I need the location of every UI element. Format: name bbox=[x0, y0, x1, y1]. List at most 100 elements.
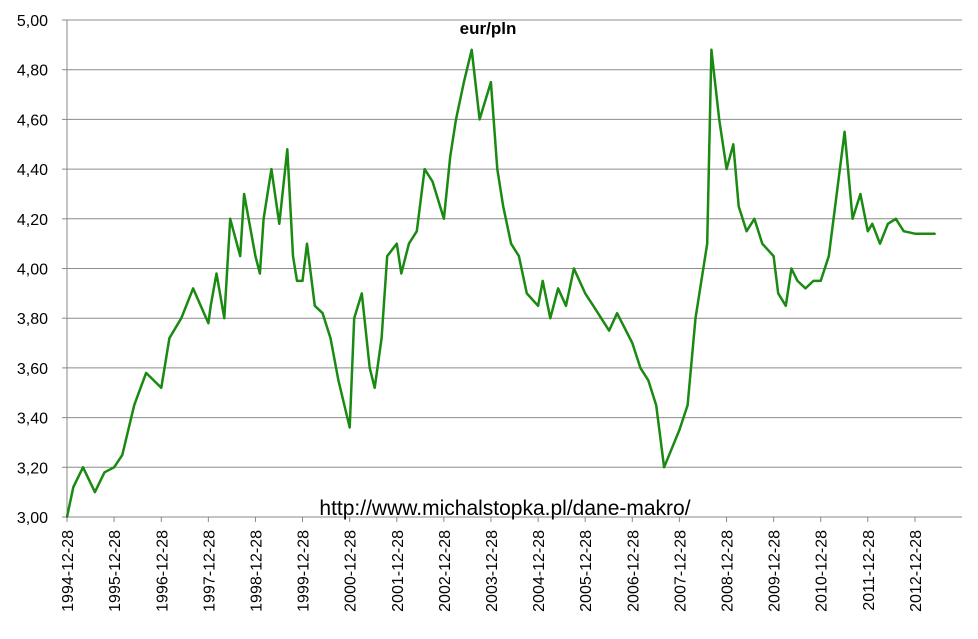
data-point bbox=[879, 242, 881, 245]
data-point bbox=[168, 337, 171, 340]
data-point bbox=[373, 386, 376, 389]
x-tick-label: 2010-12-28 bbox=[814, 530, 831, 612]
data-point bbox=[353, 317, 356, 320]
data-point bbox=[866, 230, 869, 233]
data-point bbox=[718, 118, 721, 121]
data-point bbox=[223, 317, 226, 320]
data-point bbox=[902, 230, 905, 233]
x-tick-label: 2006-12-28 bbox=[625, 530, 642, 612]
data-point bbox=[725, 168, 728, 171]
data-point bbox=[886, 222, 889, 225]
x-tick-label: 2000-12-28 bbox=[343, 530, 360, 612]
y-tick-label: 3,60 bbox=[17, 361, 48, 378]
y-tick-label: 3,80 bbox=[17, 311, 48, 328]
data-point bbox=[565, 304, 567, 307]
data-point bbox=[663, 466, 666, 469]
data-point bbox=[160, 386, 163, 389]
x-tick-label: 1995-12-28 bbox=[107, 530, 124, 612]
data-point bbox=[348, 426, 351, 429]
data-point bbox=[584, 292, 587, 295]
data-point bbox=[209, 304, 212, 307]
data-point bbox=[395, 242, 398, 245]
data-point bbox=[103, 471, 106, 474]
gridlines bbox=[67, 19, 962, 468]
data-point bbox=[686, 404, 689, 407]
x-tick-label: 2011-12-28 bbox=[861, 530, 878, 611]
source-annotation: http://www.michalstopka.pl/dane-makro/ bbox=[319, 497, 690, 520]
data-point bbox=[639, 366, 642, 369]
data-point bbox=[407, 242, 410, 245]
data-point bbox=[753, 217, 756, 220]
data-point bbox=[496, 168, 499, 171]
data-point bbox=[239, 255, 242, 258]
data-point bbox=[827, 255, 830, 258]
data-point bbox=[360, 292, 363, 295]
data-point bbox=[321, 312, 324, 315]
data-point bbox=[541, 279, 544, 282]
data-point bbox=[655, 404, 658, 407]
data-point bbox=[380, 337, 383, 340]
data-point bbox=[229, 217, 232, 220]
data-point bbox=[918, 232, 921, 235]
y-axis-ticks: 3,00 3,20 3,40 3,60 3,80 4,00 4,20 4,40 4,60 4,80… bbox=[17, 13, 67, 527]
data-point bbox=[608, 329, 611, 332]
data-point bbox=[313, 304, 316, 307]
data-point bbox=[934, 232, 936, 235]
data-point bbox=[180, 317, 183, 320]
data-point bbox=[254, 255, 257, 258]
data-point bbox=[914, 232, 916, 235]
data-point bbox=[819, 279, 822, 282]
data-point bbox=[66, 516, 68, 518]
y-tick-label: 3,00 bbox=[17, 510, 48, 527]
data-point bbox=[804, 287, 807, 290]
data-point bbox=[296, 279, 298, 282]
data-point bbox=[616, 312, 619, 315]
x-tick-label: 1998-12-28 bbox=[248, 530, 265, 612]
x-tick-label: 1994-12-28 bbox=[60, 530, 77, 612]
chart-title: eur/pln bbox=[460, 19, 517, 38]
y-tick-label: 4,20 bbox=[17, 212, 48, 229]
x-tick-label: 2008-12-28 bbox=[720, 530, 737, 612]
data-point bbox=[843, 130, 846, 133]
data-point bbox=[121, 453, 124, 456]
data-point bbox=[732, 143, 735, 146]
data-point bbox=[706, 242, 709, 245]
data-point bbox=[258, 272, 261, 275]
data-point bbox=[72, 486, 75, 489]
data-point bbox=[647, 379, 650, 382]
data-point bbox=[737, 205, 740, 208]
data-point bbox=[82, 466, 84, 469]
data-point bbox=[145, 371, 148, 374]
data-point bbox=[772, 255, 775, 258]
data-point bbox=[292, 255, 294, 258]
data-point bbox=[207, 322, 210, 325]
data-point bbox=[777, 292, 780, 295]
x-tick-label: 2001-12-28 bbox=[390, 530, 407, 612]
data-point bbox=[286, 148, 289, 151]
data-point bbox=[133, 404, 136, 407]
data-point bbox=[761, 242, 764, 245]
y-tick-label: 4,60 bbox=[17, 112, 48, 129]
data-point bbox=[337, 379, 340, 382]
data-point bbox=[745, 230, 748, 233]
data-point bbox=[431, 180, 434, 183]
data-point bbox=[871, 222, 874, 225]
data-point bbox=[537, 304, 540, 307]
x-tick-label: 1999-12-28 bbox=[296, 530, 313, 612]
data-point bbox=[510, 242, 513, 245]
data-point bbox=[489, 81, 492, 84]
data-point bbox=[694, 317, 697, 320]
data-point bbox=[631, 342, 634, 344]
y-tick-label: 4,80 bbox=[17, 63, 48, 80]
data-point bbox=[270, 168, 273, 171]
data-point bbox=[502, 205, 505, 208]
y-tick-label: 3,20 bbox=[17, 460, 48, 477]
x-tick-label: 2009-12-28 bbox=[767, 530, 784, 612]
x-tick-label: 1997-12-28 bbox=[201, 530, 218, 612]
x-tick-label: 2005-12-28 bbox=[578, 530, 595, 612]
data-point bbox=[790, 267, 793, 270]
data-point bbox=[301, 279, 304, 282]
y-tick-label: 3,40 bbox=[17, 411, 48, 428]
